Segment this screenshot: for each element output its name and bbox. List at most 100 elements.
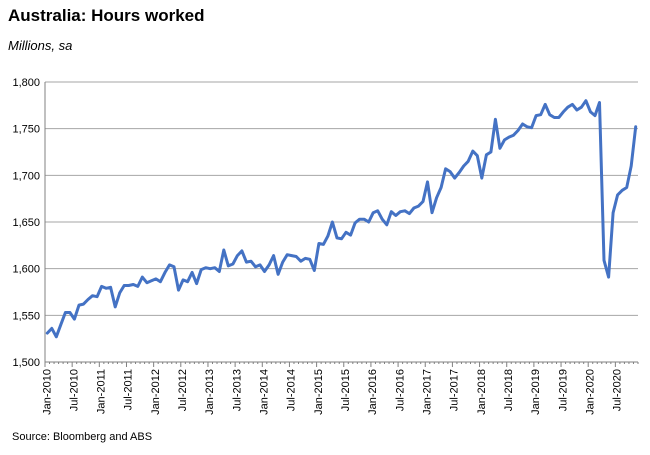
data-point — [204, 266, 207, 269]
data-point — [168, 263, 171, 267]
data-point — [295, 255, 298, 258]
data-point — [593, 114, 597, 117]
y-tick-label: 1,650 — [12, 217, 40, 229]
x-tick-label: Jan-2015 — [313, 369, 325, 415]
data-point — [218, 270, 221, 273]
data-point — [539, 113, 542, 116]
data-point — [91, 294, 94, 297]
x-tick-label: Jul-2012 — [177, 369, 189, 411]
data-point — [317, 242, 321, 245]
data-point — [186, 280, 189, 283]
data-point — [114, 305, 117, 309]
data-point — [381, 218, 384, 221]
x-tick-label: Jul-2010 — [68, 369, 80, 411]
data-point — [589, 110, 592, 114]
data-point — [77, 303, 81, 307]
data-point — [580, 106, 583, 109]
data-point — [516, 129, 520, 132]
data-point — [553, 116, 556, 119]
data-point — [340, 237, 343, 240]
data-point — [181, 278, 185, 282]
data-point — [435, 196, 438, 199]
data-point — [290, 254, 293, 257]
data-points — [46, 99, 637, 338]
data-point — [245, 260, 248, 264]
data-point — [308, 258, 311, 261]
data-point — [159, 280, 162, 283]
data-point — [127, 284, 130, 287]
data-point — [584, 99, 588, 102]
x-tick-label: Jul-2016 — [394, 369, 406, 411]
data-point — [50, 327, 53, 330]
data-point — [362, 218, 366, 221]
y-tick-label: 1,550 — [12, 310, 40, 322]
data-point — [417, 204, 420, 208]
data-point — [544, 103, 547, 106]
data-point — [430, 211, 434, 214]
data-point — [548, 113, 551, 116]
x-tick-label: Jul-2011 — [123, 369, 135, 410]
data-point — [281, 260, 284, 264]
x-tick-label: Jan-2010 — [41, 369, 53, 415]
chart-subtitle: Millions, sa — [8, 38, 73, 53]
data-point — [412, 206, 416, 210]
series-layer — [45, 99, 638, 339]
data-point — [534, 114, 538, 117]
data-point — [489, 150, 493, 154]
data-point — [227, 264, 230, 268]
data-point — [276, 273, 280, 276]
y-tick-label: 1,500 — [12, 357, 40, 369]
x-tick-label: Jul-2015 — [340, 369, 352, 411]
data-point — [55, 335, 58, 338]
data-point — [299, 260, 302, 263]
data-point — [249, 260, 253, 263]
data-point — [263, 270, 266, 273]
data-point — [403, 209, 407, 212]
y-tick-label: 1,700 — [12, 170, 40, 182]
data-point — [123, 284, 126, 287]
x-tick-label: Jul-2017 — [449, 369, 461, 411]
x-tick-label: Jul-2019 — [557, 369, 569, 411]
data-point — [372, 211, 375, 214]
data-point — [458, 171, 461, 174]
data-point — [426, 180, 429, 184]
data-point — [385, 223, 388, 226]
data-point — [611, 211, 615, 214]
data-point — [240, 249, 244, 253]
data-point — [213, 266, 216, 269]
data-point — [421, 200, 425, 203]
data-point — [453, 176, 456, 180]
data-point — [349, 233, 352, 237]
data-point — [602, 259, 606, 262]
data-point — [200, 268, 203, 271]
data-point — [399, 210, 402, 213]
chart-title: Australia: Hours worked — [8, 6, 205, 25]
data-point — [476, 154, 479, 157]
data-point — [575, 108, 579, 112]
y-tick-label: 1,600 — [12, 264, 40, 276]
data-point — [104, 287, 108, 290]
data-point — [304, 257, 307, 260]
axes — [44, 82, 639, 367]
data-point — [408, 212, 411, 215]
data-point — [471, 149, 474, 153]
x-tick-label: Jul-2018 — [503, 369, 515, 411]
data-point — [258, 263, 262, 267]
data-point — [394, 214, 397, 217]
x-tick-label: Jan-2013 — [204, 369, 216, 415]
x-tick-label: Jan-2012 — [150, 369, 162, 415]
x-tick-label: Jan-2014 — [259, 369, 271, 415]
data-point — [498, 147, 502, 150]
x-tick-label: Jan-2019 — [530, 369, 542, 415]
data-point — [344, 231, 348, 234]
data-point — [557, 116, 560, 119]
data-point — [621, 189, 624, 192]
data-point — [630, 164, 633, 168]
data-point — [335, 236, 339, 240]
data-point — [521, 122, 524, 126]
data-point — [46, 331, 49, 335]
data-point — [222, 248, 225, 252]
y-tick-label: 1,800 — [12, 77, 40, 89]
data-point — [634, 125, 637, 128]
